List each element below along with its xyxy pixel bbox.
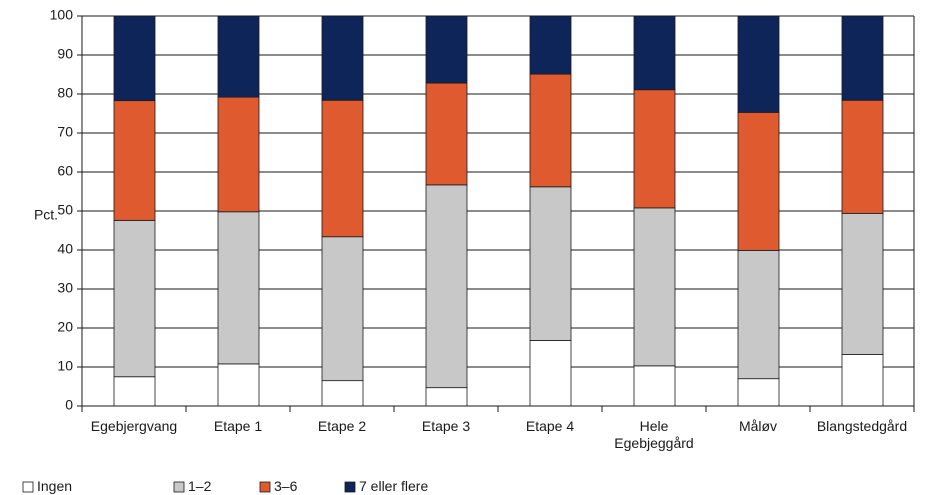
y-tick-labels: 0 10 20 30 40 50 60 70 80 90 100 <box>50 7 74 413</box>
legend-label: 7 eller flere <box>359 478 428 494</box>
category-label: Etape 4 <box>526 418 574 434</box>
y-tick-label: 100 <box>50 7 74 23</box>
bar-segment-2 <box>737 249 780 380</box>
legend: Ingen 1–2 3–6 7 eller flere <box>22 478 428 494</box>
bar-segment-1 <box>425 387 468 407</box>
category-label: Egebjeggård <box>614 435 693 451</box>
legend-swatch <box>344 481 356 493</box>
bar-segment-3 <box>529 73 572 188</box>
bar-segment-4 <box>113 15 156 102</box>
legend-swatch <box>22 481 34 493</box>
y-tick-label: 60 <box>57 163 73 179</box>
axes <box>77 15 915 412</box>
bar-segment-4 <box>529 15 572 75</box>
category-label: Etape 3 <box>422 418 470 434</box>
category-label: Etape 1 <box>214 418 262 434</box>
y-tick-label: 30 <box>57 280 73 296</box>
bar-segment-3 <box>321 99 364 238</box>
bar-segment-2 <box>633 207 676 367</box>
bar-segment-2 <box>113 219 156 378</box>
y-tick-label: 90 <box>57 46 73 62</box>
bar-segment-3 <box>217 96 260 213</box>
category-label: Etape 2 <box>318 418 366 434</box>
category-label: Blangstedgård <box>817 418 907 434</box>
category-label: Måløv <box>739 418 777 434</box>
bar-segment-3 <box>113 100 156 221</box>
bar-segment-2 <box>321 236 364 382</box>
bar-segment-4 <box>217 15 260 98</box>
bar-segment-1 <box>633 365 676 407</box>
bar-segment-4 <box>737 15 780 113</box>
legend-label: 1–2 <box>188 478 212 494</box>
category-labels: Egebjergvang Etape 1 Etape 2 Etape 3 Etape 4… <box>91 418 907 451</box>
bar-segment-1 <box>113 376 156 407</box>
bar-segment-2 <box>217 211 260 365</box>
bar-segment-1 <box>841 354 884 407</box>
bar-segment-1 <box>737 378 780 407</box>
y-axis-label: Pct. <box>34 207 58 223</box>
bar-segment-3 <box>425 82 468 186</box>
legend-swatch <box>173 481 185 493</box>
y-tick-label: 20 <box>57 319 73 335</box>
legend-swatch <box>259 481 271 493</box>
bar-segment-3 <box>841 99 884 214</box>
y-tick-label: 50 <box>57 202 73 218</box>
bar-segment-4 <box>633 15 676 91</box>
bar-segment-2 <box>841 212 884 355</box>
category-label: Egebjergvang <box>91 418 177 434</box>
bar-segment-2 <box>529 186 572 341</box>
gridlines <box>82 15 914 368</box>
bar-segment-2 <box>425 184 468 389</box>
bar-segment-1 <box>217 363 260 407</box>
legend-label: 3–6 <box>274 478 298 494</box>
bar-segment-3 <box>737 111 780 251</box>
bar-segment-1 <box>321 380 364 407</box>
y-tick-label: 10 <box>57 358 73 374</box>
bar-segment-4 <box>321 15 364 101</box>
bar-stacks <box>113 15 884 407</box>
y-tick-label: 80 <box>57 85 73 101</box>
y-tick-label: 40 <box>57 241 73 257</box>
y-tick-label: 0 <box>65 397 73 413</box>
y-tick-label: 70 <box>57 124 73 140</box>
bar-segment-3 <box>633 89 676 209</box>
category-label: Hele <box>640 418 669 434</box>
legend-label: Ingen <box>37 478 72 494</box>
bar-segment-4 <box>841 15 884 101</box>
bar-segment-4 <box>425 15 468 84</box>
bar-segment-1 <box>529 340 572 407</box>
